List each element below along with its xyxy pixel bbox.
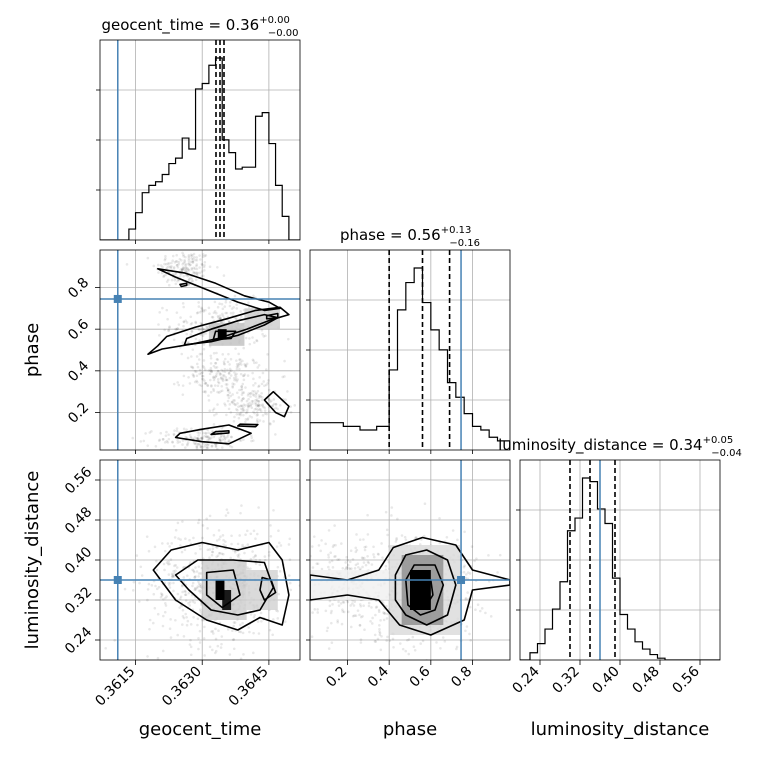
truth-marker — [457, 576, 466, 584]
density-block — [244, 308, 280, 330]
x-axis-geocent_time: 0.3615 0.3630 0.3645 geocent_time — [92, 660, 272, 740]
contour-0 — [310, 536, 510, 636]
scatter-phase-vs-luminosity_distance — [309, 459, 511, 661]
grid — [520, 460, 720, 660]
hist-phase: phase = 0.56+0.13 −0.16 — [306, 225, 511, 451]
contour-7 — [174, 424, 252, 445]
contour-2 — [212, 330, 237, 341]
x-tick-label: 0.3630 — [159, 664, 205, 710]
x-axis-label-phase: phase — [383, 719, 437, 740]
contour-0 — [152, 541, 290, 631]
density-block — [222, 590, 232, 610]
grid — [100, 250, 300, 450]
density-block — [246, 570, 278, 610]
hist-luminosity_distance: luminosity_distance = 0.34+0.05 −0.04 — [498, 435, 742, 661]
contour-2 — [405, 564, 445, 616]
y-tick-label: 0.24 — [62, 624, 95, 657]
y-tick-label: 0.2 — [65, 400, 92, 427]
scatter-geocent_time-vs-phase — [99, 249, 301, 451]
y-axis-phase: 0.2 0.4 0.6 0.8 phase — [22, 275, 100, 427]
histogram-step — [100, 57, 300, 240]
truth-marker — [113, 294, 122, 303]
contour-5 — [179, 282, 188, 288]
contour-9 — [237, 423, 259, 428]
x-tick-label: 0.48 — [629, 664, 662, 697]
y-tick-label: 0.40 — [62, 544, 95, 577]
scatter-geocent_time-vs-luminosity_distance — [99, 459, 301, 661]
x-axis-label-geocent_time: geocent_time — [139, 719, 262, 740]
density-block — [215, 580, 225, 600]
panel-frame — [99, 249, 301, 451]
grid — [100, 40, 300, 240]
y-tick-label: 0.32 — [62, 584, 95, 617]
density-block — [217, 329, 227, 340]
hist-title-luminosity_distance: luminosity_distance = 0.34+0.05 −0.04 — [498, 435, 742, 459]
x-tick-label: 0.2 — [323, 664, 350, 691]
contour-3 — [265, 312, 279, 320]
x-axis-luminosity_distance: 0.24 0.32 0.40 0.48 0.56 luminosity_distance — [509, 660, 709, 740]
x-tick-label: 0.40 — [589, 664, 622, 697]
hist-title-geocent_time: geocent_time = 0.36+0.00 −0.00 — [102, 15, 299, 39]
y-axis-luminosity_distance: 0.24 0.32 0.40 0.48 0.56 luminosity_distance — [22, 464, 100, 657]
y-tick-label: 0.56 — [62, 464, 95, 497]
y-tick-label: 0.48 — [62, 504, 95, 537]
x-tick-label: 0.8 — [448, 664, 475, 691]
contour-8 — [210, 430, 230, 436]
y-tick-label: 0.6 — [65, 316, 92, 343]
hist-geocent_time: geocent_time = 0.36+0.00 −0.00 — [96, 15, 301, 241]
x-tick-label: 0.4 — [365, 663, 392, 690]
x-tick-label: 0.32 — [549, 664, 582, 697]
histogram-step — [310, 267, 510, 450]
y-axis-label-phase: phase — [22, 323, 43, 377]
x-axis-phase: 0.2 0.4 0.6 0.8 phase — [323, 660, 475, 740]
x-axis-label-luminosity_distance: luminosity_distance — [531, 719, 710, 740]
histogram-step — [520, 477, 720, 660]
x-tick-label: 0.56 — [669, 663, 702, 696]
grid — [310, 250, 510, 450]
contour-6 — [263, 390, 290, 418]
x-tick-label: 0.3615 — [92, 664, 138, 710]
truth-marker — [113, 576, 122, 584]
contour-3 — [415, 576, 434, 606]
contour-2 — [205, 569, 241, 609]
y-axis-label-luminosity_distance: luminosity_distance — [22, 471, 43, 650]
contour-4 — [157, 268, 281, 312]
contour-1 — [394, 549, 457, 626]
x-tick-label: 0.24 — [509, 663, 542, 696]
y-tick-label: 0.4 — [65, 358, 92, 385]
hist-title-phase: phase = 0.56+0.13 −0.16 — [340, 225, 480, 249]
y-tick-label: 0.8 — [65, 275, 92, 302]
x-tick-label: 0.6 — [407, 663, 434, 690]
x-tick-label: 0.3645 — [226, 664, 272, 710]
